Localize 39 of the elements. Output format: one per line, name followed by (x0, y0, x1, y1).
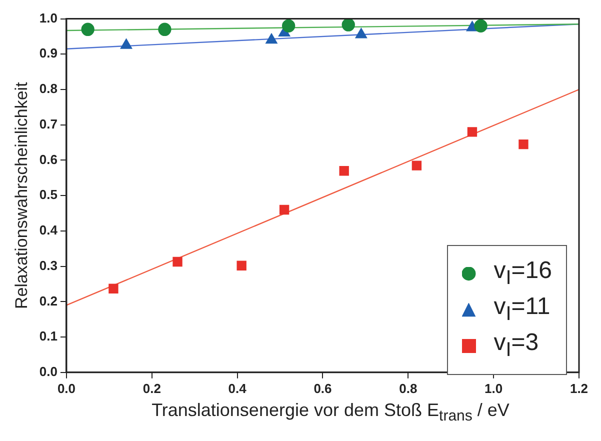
y-tick-label: 0.1 (39, 328, 58, 344)
point (81, 22, 94, 36)
point (108, 284, 118, 294)
point (467, 127, 478, 137)
y-tick-label: 0.5 (39, 187, 58, 202)
x-axis-title: Translationsenergie vor dem Stoß E$_{trans}$ / eV (150, 400, 510, 425)
y-tick-label: 0.9 (39, 46, 58, 61)
point (266, 33, 278, 44)
legend-label: v$_{I}$=16 (494, 257, 552, 290)
y-tick-label: 0.6 (39, 152, 58, 167)
point (518, 139, 528, 150)
x-tick-label: 0.6 (314, 380, 332, 396)
point (339, 166, 349, 176)
x-tick-label: 0.8 (399, 380, 418, 396)
y-tick-label: 0.8 (39, 81, 58, 96)
legend-label: v$_{I}$=3 (494, 329, 539, 362)
point (236, 260, 246, 270)
point (355, 28, 367, 38)
x-tick-label: 0.0 (57, 380, 76, 396)
y-tick-label: 0.7 (39, 116, 58, 132)
point (282, 19, 296, 32)
y-axis-title: Relaxationswahrscheinlichkeit (12, 82, 31, 309)
point (172, 256, 182, 267)
x-tick-label: 1.0 (484, 380, 503, 396)
y-tick-label: 0.0 (39, 364, 58, 379)
point (158, 22, 172, 36)
legend-label: v$_{I}$=11 (494, 293, 550, 326)
point (474, 19, 488, 32)
x-tick-label: 0.2 (142, 380, 161, 396)
x-tick-label: 1.2 (570, 380, 588, 396)
point (412, 160, 422, 170)
point (342, 18, 355, 32)
y-tick-label: 1.0 (39, 10, 58, 26)
y-tick-label: 0.2 (39, 293, 58, 308)
x-tick-label: 0.4 (228, 380, 248, 396)
point (279, 204, 290, 215)
y-tick-label: 0.4 (39, 222, 58, 238)
y-tick-label: 0.3 (39, 258, 58, 273)
point (120, 38, 132, 49)
